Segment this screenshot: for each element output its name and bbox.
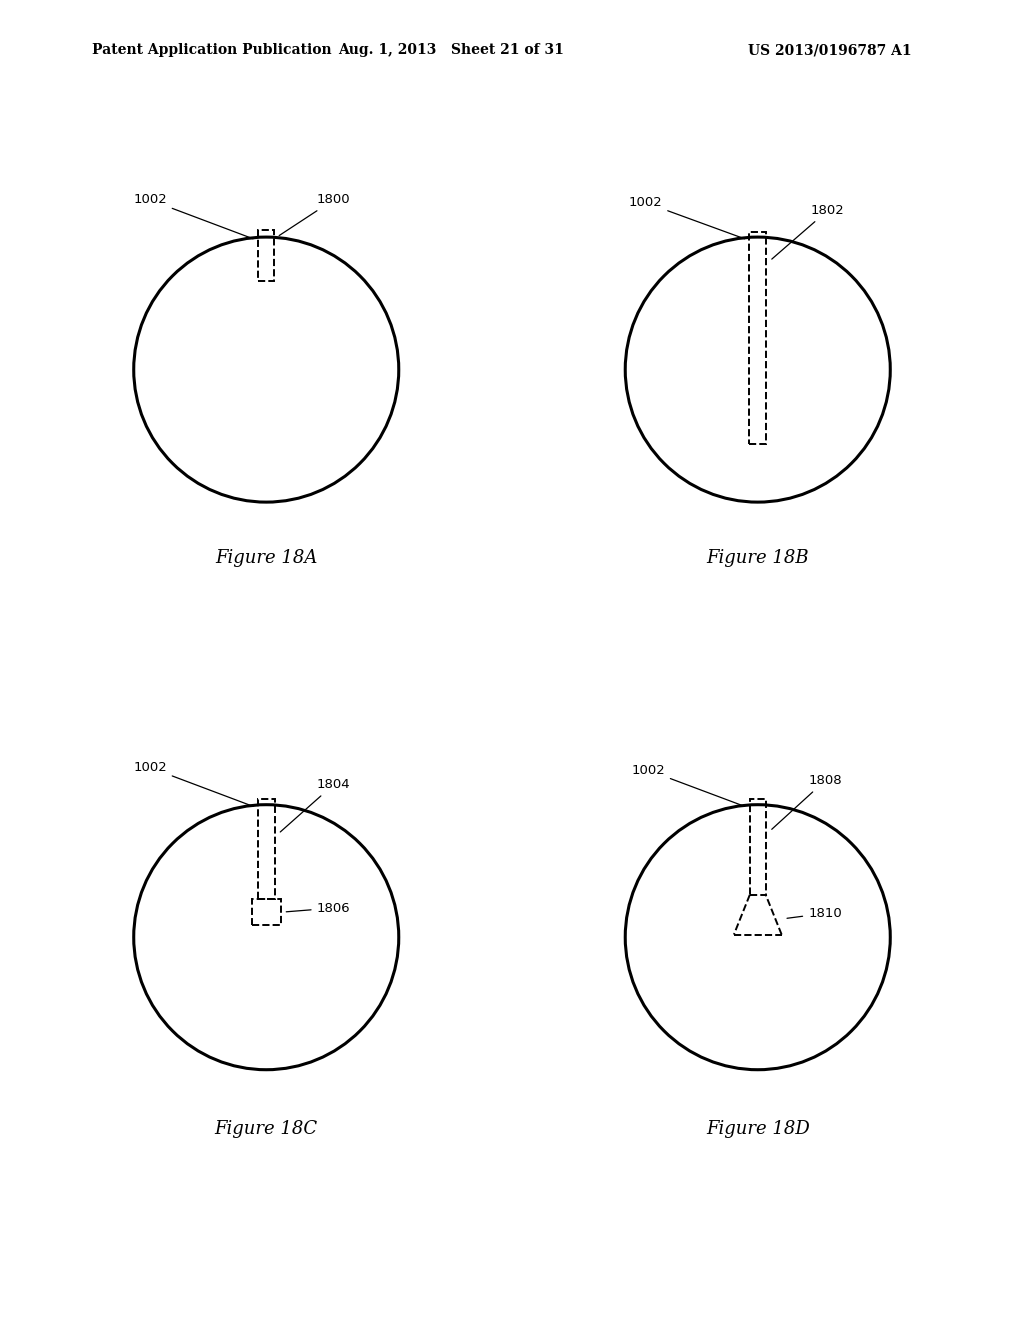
Bar	[258, 800, 274, 899]
Text: US 2013/0196787 A1: US 2013/0196787 A1	[748, 44, 911, 57]
Bar	[750, 232, 766, 444]
Bar	[258, 231, 274, 281]
Text: Patent Application Publication: Patent Application Publication	[92, 44, 332, 57]
Text: Figure 18D: Figure 18D	[706, 1121, 810, 1138]
Bar	[252, 899, 281, 925]
Text: 1810: 1810	[787, 907, 842, 920]
Text: 1800: 1800	[280, 194, 350, 235]
Text: Aug. 1, 2013   Sheet 21 of 31: Aug. 1, 2013 Sheet 21 of 31	[338, 44, 563, 57]
Text: 1002: 1002	[133, 194, 253, 239]
Text: 1804: 1804	[281, 779, 350, 832]
Text: 1002: 1002	[629, 197, 744, 239]
Text: 1002: 1002	[631, 764, 744, 807]
Text: 1002: 1002	[133, 762, 253, 807]
Text: Figure 18B: Figure 18B	[707, 549, 809, 566]
Text: 1802: 1802	[772, 205, 845, 259]
Text: 1808: 1808	[772, 775, 842, 829]
Bar	[750, 800, 766, 895]
Text: 1806: 1806	[287, 902, 350, 915]
Text: Figure 18C: Figure 18C	[215, 1121, 317, 1138]
Text: Figure 18A: Figure 18A	[215, 549, 317, 566]
